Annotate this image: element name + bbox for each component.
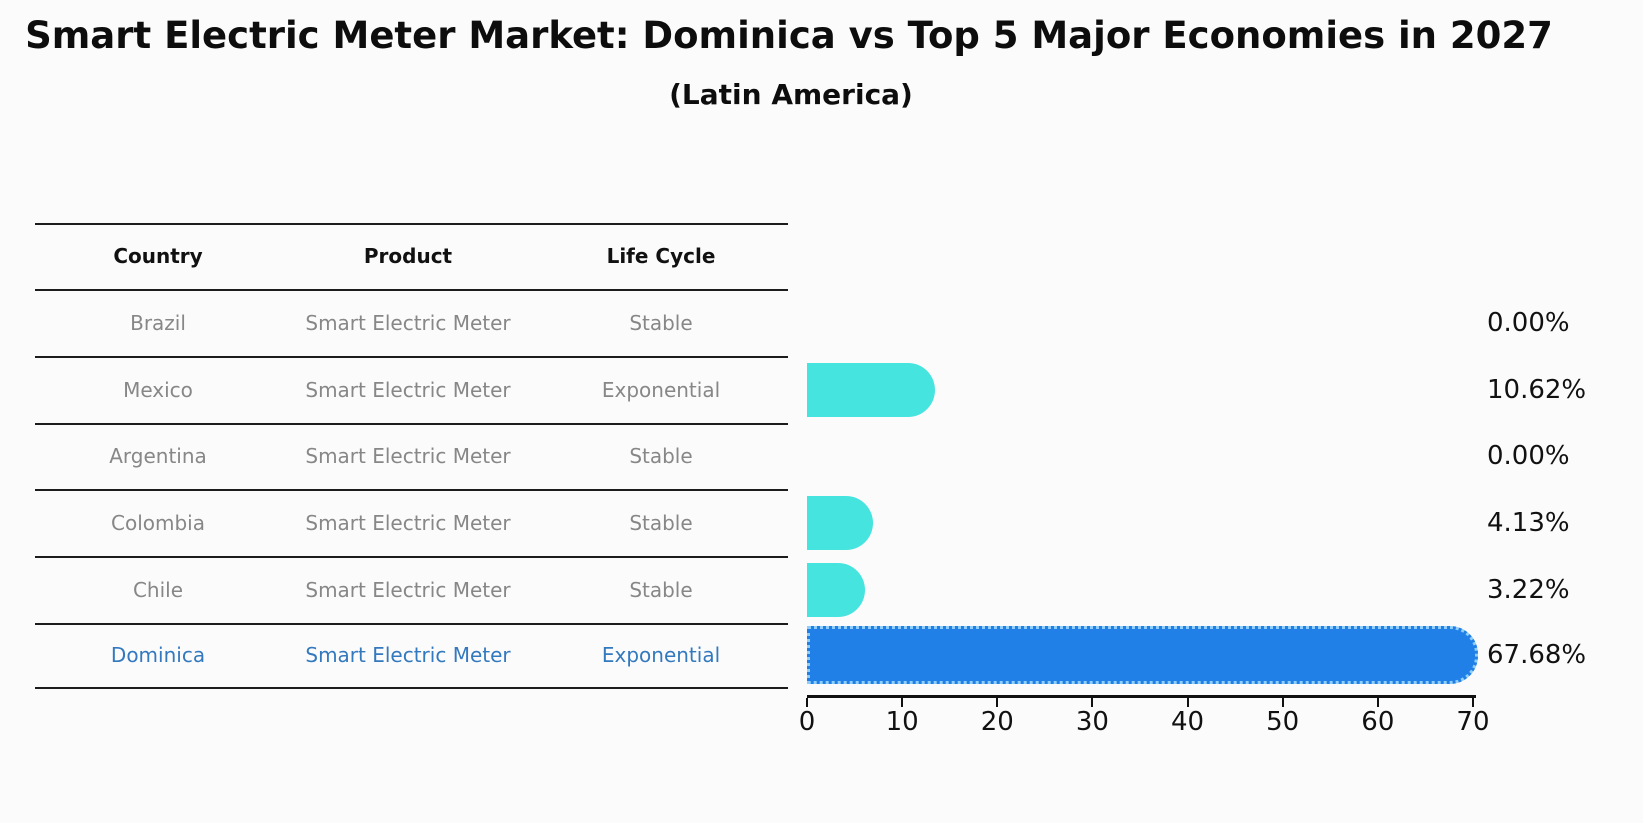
- table-cell-country-colombia: Colombia: [111, 510, 205, 535]
- x-axis-tick: [1376, 698, 1379, 707]
- table-rule: [35, 356, 788, 358]
- x-axis-line: [807, 695, 1476, 698]
- x-axis-tick: [1091, 698, 1094, 707]
- table-cell-product-brazil: Smart Electric Meter: [305, 310, 511, 335]
- value-label-brazil: 0.00%: [1487, 307, 1570, 338]
- table-cell-country-mexico: Mexico: [123, 377, 193, 402]
- bar-mexico: [807, 362, 936, 417]
- table-cell-life_cycle-mexico: Exponential: [601, 377, 721, 402]
- chart-subtitle: (Latin America): [669, 78, 913, 111]
- table-cell-country-argentina: Argentina: [109, 444, 207, 468]
- bar-chile: [807, 562, 865, 617]
- table-cell-product-chile: Smart Electric Meter: [305, 577, 511, 602]
- x-axis-tick: [996, 698, 999, 707]
- table-rule: [35, 489, 788, 491]
- table-cell-life_cycle-brazil: Stable: [629, 310, 693, 335]
- chart-title: Smart Electric Meter Market: Dominica vs…: [25, 14, 1553, 57]
- table-cell-country-dominica: Dominica: [110, 643, 206, 667]
- table-cell-product-mexico: Smart Electric Meter: [305, 377, 511, 402]
- x-axis-tick-label: 40: [1171, 707, 1205, 737]
- table-cell-product-argentina: Smart Electric Meter: [305, 444, 511, 468]
- bar-colombia: [807, 495, 874, 550]
- column-header-country: Country: [113, 244, 203, 268]
- x-axis-tick: [901, 698, 904, 707]
- value-label-colombia: 4.13%: [1487, 507, 1570, 538]
- value-label-mexico: 10.62%: [1487, 374, 1587, 405]
- column-header-product: Product: [363, 244, 453, 268]
- x-axis-tick-label: 0: [798, 707, 816, 737]
- table-rule: [35, 623, 788, 625]
- value-label-chile: 3.22%: [1487, 574, 1570, 605]
- x-axis-tick-label: 30: [1075, 707, 1109, 737]
- value-label-dominica: 67.68%: [1487, 640, 1587, 670]
- table-rule: [35, 687, 788, 689]
- x-axis-tick-label: 10: [885, 707, 919, 737]
- table-cell-life_cycle-colombia: Stable: [629, 510, 693, 535]
- bar-dominica: [807, 626, 1478, 684]
- x-axis-tick: [1471, 698, 1474, 707]
- table-rule: [35, 223, 788, 225]
- table-rule: [35, 289, 788, 291]
- x-axis-tick: [1186, 698, 1189, 707]
- x-axis-tick-label: 70: [1456, 707, 1490, 737]
- table-cell-life_cycle-dominica: Exponential: [601, 643, 721, 667]
- x-axis-tick-label: 50: [1266, 707, 1300, 737]
- x-axis-tick: [806, 698, 808, 707]
- table-cell-life_cycle-argentina: Stable: [629, 444, 693, 468]
- x-axis-tick: [1281, 698, 1284, 707]
- x-axis-tick-label: 60: [1361, 707, 1395, 737]
- table-rule: [35, 423, 788, 425]
- table-cell-product-colombia: Smart Electric Meter: [305, 510, 511, 535]
- value-label-argentina: 0.00%: [1487, 441, 1570, 471]
- x-axis-tick-label: 20: [980, 707, 1014, 737]
- table-cell-country-chile: Chile: [132, 577, 184, 602]
- table-cell-product-dominica: Smart Electric Meter: [305, 643, 511, 667]
- table-cell-country-brazil: Brazil: [130, 310, 186, 335]
- table-cell-life_cycle-chile: Stable: [629, 577, 693, 602]
- table-rule: [35, 556, 788, 558]
- column-header-life-cycle: Life Cycle: [606, 244, 716, 268]
